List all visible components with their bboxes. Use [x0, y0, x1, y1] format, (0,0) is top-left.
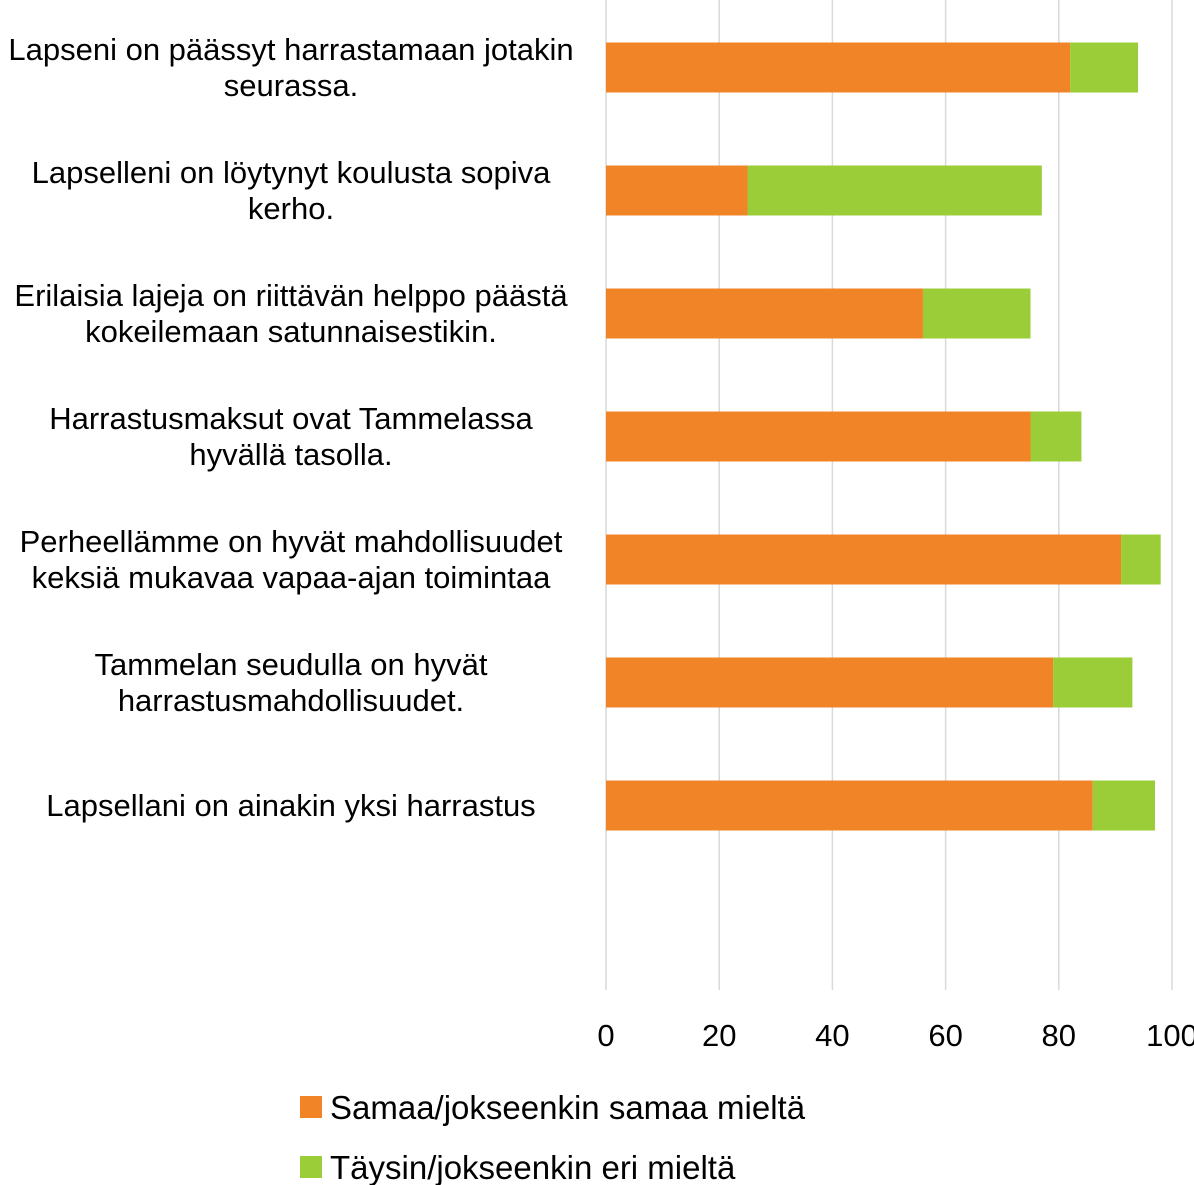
x-tick-label: 100 [1146, 1018, 1194, 1053]
legend-swatch [300, 1096, 322, 1118]
x-tick-label: 0 [597, 1018, 614, 1053]
x-tick-label: 60 [928, 1018, 962, 1053]
x-tick-label: 20 [702, 1018, 736, 1053]
bar-segment [606, 534, 1122, 585]
bar-segment [1030, 411, 1082, 462]
bar-segment [1121, 534, 1161, 585]
bar-segment [606, 165, 748, 216]
category-label: Lapsellani on ainakin yksi harrastus [46, 787, 536, 823]
bar-segment [606, 780, 1093, 831]
bar-segment [1070, 42, 1139, 93]
category-label: Perheellämme on hyvät mahdollisuudet kek… [19, 523, 563, 595]
bar-segment [606, 42, 1071, 93]
bar-segment [606, 657, 1054, 708]
bar-segment [747, 165, 1042, 216]
category-label: Erilaisia lajeja on riittävän helppo pää… [14, 277, 568, 349]
x-tick-label: 80 [1042, 1018, 1076, 1053]
category-label: Lapselleni on löytynyt koulusta sopiva k… [31, 154, 551, 226]
category-label: Tammelan seudulla on hyvät harrastusmahd… [94, 646, 488, 718]
bar-segment [1092, 780, 1156, 831]
category-label: Harrastusmaksut ovat Tammelassa hyvällä … [49, 400, 533, 472]
legend-label: Samaa/jokseenkin samaa mieltä [330, 1089, 806, 1126]
category-label: Lapseni on päässyt harrastamaan jotakin … [8, 31, 574, 103]
x-tick-label: 40 [815, 1018, 849, 1053]
legend-swatch [300, 1156, 322, 1178]
bar-segment [606, 411, 1031, 462]
legend-label: Täysin/jokseenkin eri mieltä [330, 1149, 736, 1185]
bar-segment [1053, 657, 1133, 708]
bar-segment [922, 288, 1031, 339]
bar-segment [606, 288, 923, 339]
